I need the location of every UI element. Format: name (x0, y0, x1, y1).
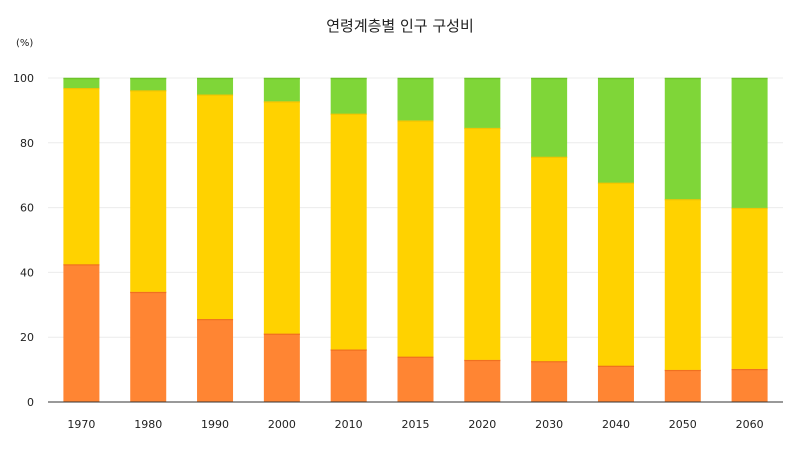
x-tick-label: 2015 (402, 418, 430, 431)
bar-segment (464, 78, 501, 128)
bar-segment (597, 182, 634, 366)
bar-segment (597, 365, 634, 402)
y-tick-label: 60 (20, 202, 34, 215)
x-axis-ticks: 1970 1980 1990 2000 2010 2015 2020 2030 2040 2050… (67, 418, 763, 431)
bar-segment (330, 349, 367, 402)
y-axis-unit: (%) (16, 38, 33, 49)
bar-segment (330, 78, 367, 114)
x-tick-label: 1990 (201, 418, 229, 431)
bar-segment (130, 291, 167, 402)
bar-segment (263, 333, 300, 402)
x-tick-label: 2000 (268, 418, 296, 431)
x-tick-label: 2030 (535, 418, 563, 431)
bar-segment (263, 101, 300, 334)
x-tick-label: 1970 (67, 418, 95, 431)
y-tick-label: 80 (20, 137, 34, 150)
bar-segment (197, 94, 234, 320)
x-tick-label: 2040 (602, 418, 630, 431)
y-tick-label: 0 (27, 396, 34, 409)
x-tick-label: 2050 (669, 418, 697, 431)
bar-segment (63, 78, 100, 89)
bar-segment (330, 113, 367, 350)
bar-segment (63, 264, 100, 402)
y-tick-label: 20 (20, 331, 34, 344)
bar-segment (464, 359, 501, 402)
bar-segment (531, 361, 568, 402)
bar-segment (263, 78, 300, 102)
bar-segment (397, 78, 434, 121)
bar-segment (130, 78, 167, 91)
bar-segment (731, 207, 768, 369)
x-tick-label: 2010 (335, 418, 363, 431)
bar-segment (397, 356, 434, 402)
bar-segment (464, 127, 501, 360)
x-tick-label: 2060 (736, 418, 764, 431)
bar-segment (197, 319, 234, 402)
bar-segment (731, 368, 768, 402)
bar-segment (664, 78, 701, 200)
bar-segment (397, 120, 434, 357)
bar-segment (130, 90, 167, 292)
bar-segment (664, 369, 701, 402)
x-tick-label: 2020 (468, 418, 496, 431)
bar-segment (531, 156, 568, 362)
chart-title: 연령계층별 인구 구성비 (326, 17, 474, 35)
bar-segment (664, 199, 701, 370)
y-tick-label: 40 (20, 266, 34, 279)
x-tick-label: 1980 (134, 418, 162, 431)
y-axis-ticks: 0 20 40 60 80 100 (13, 72, 34, 409)
bars (63, 77, 768, 402)
y-tick-label: 100 (13, 72, 34, 85)
bar-segment (731, 78, 768, 208)
bar-segment (63, 88, 100, 265)
bar-segment (597, 78, 634, 183)
bar-segment (531, 78, 568, 157)
bar-segment (197, 78, 234, 95)
